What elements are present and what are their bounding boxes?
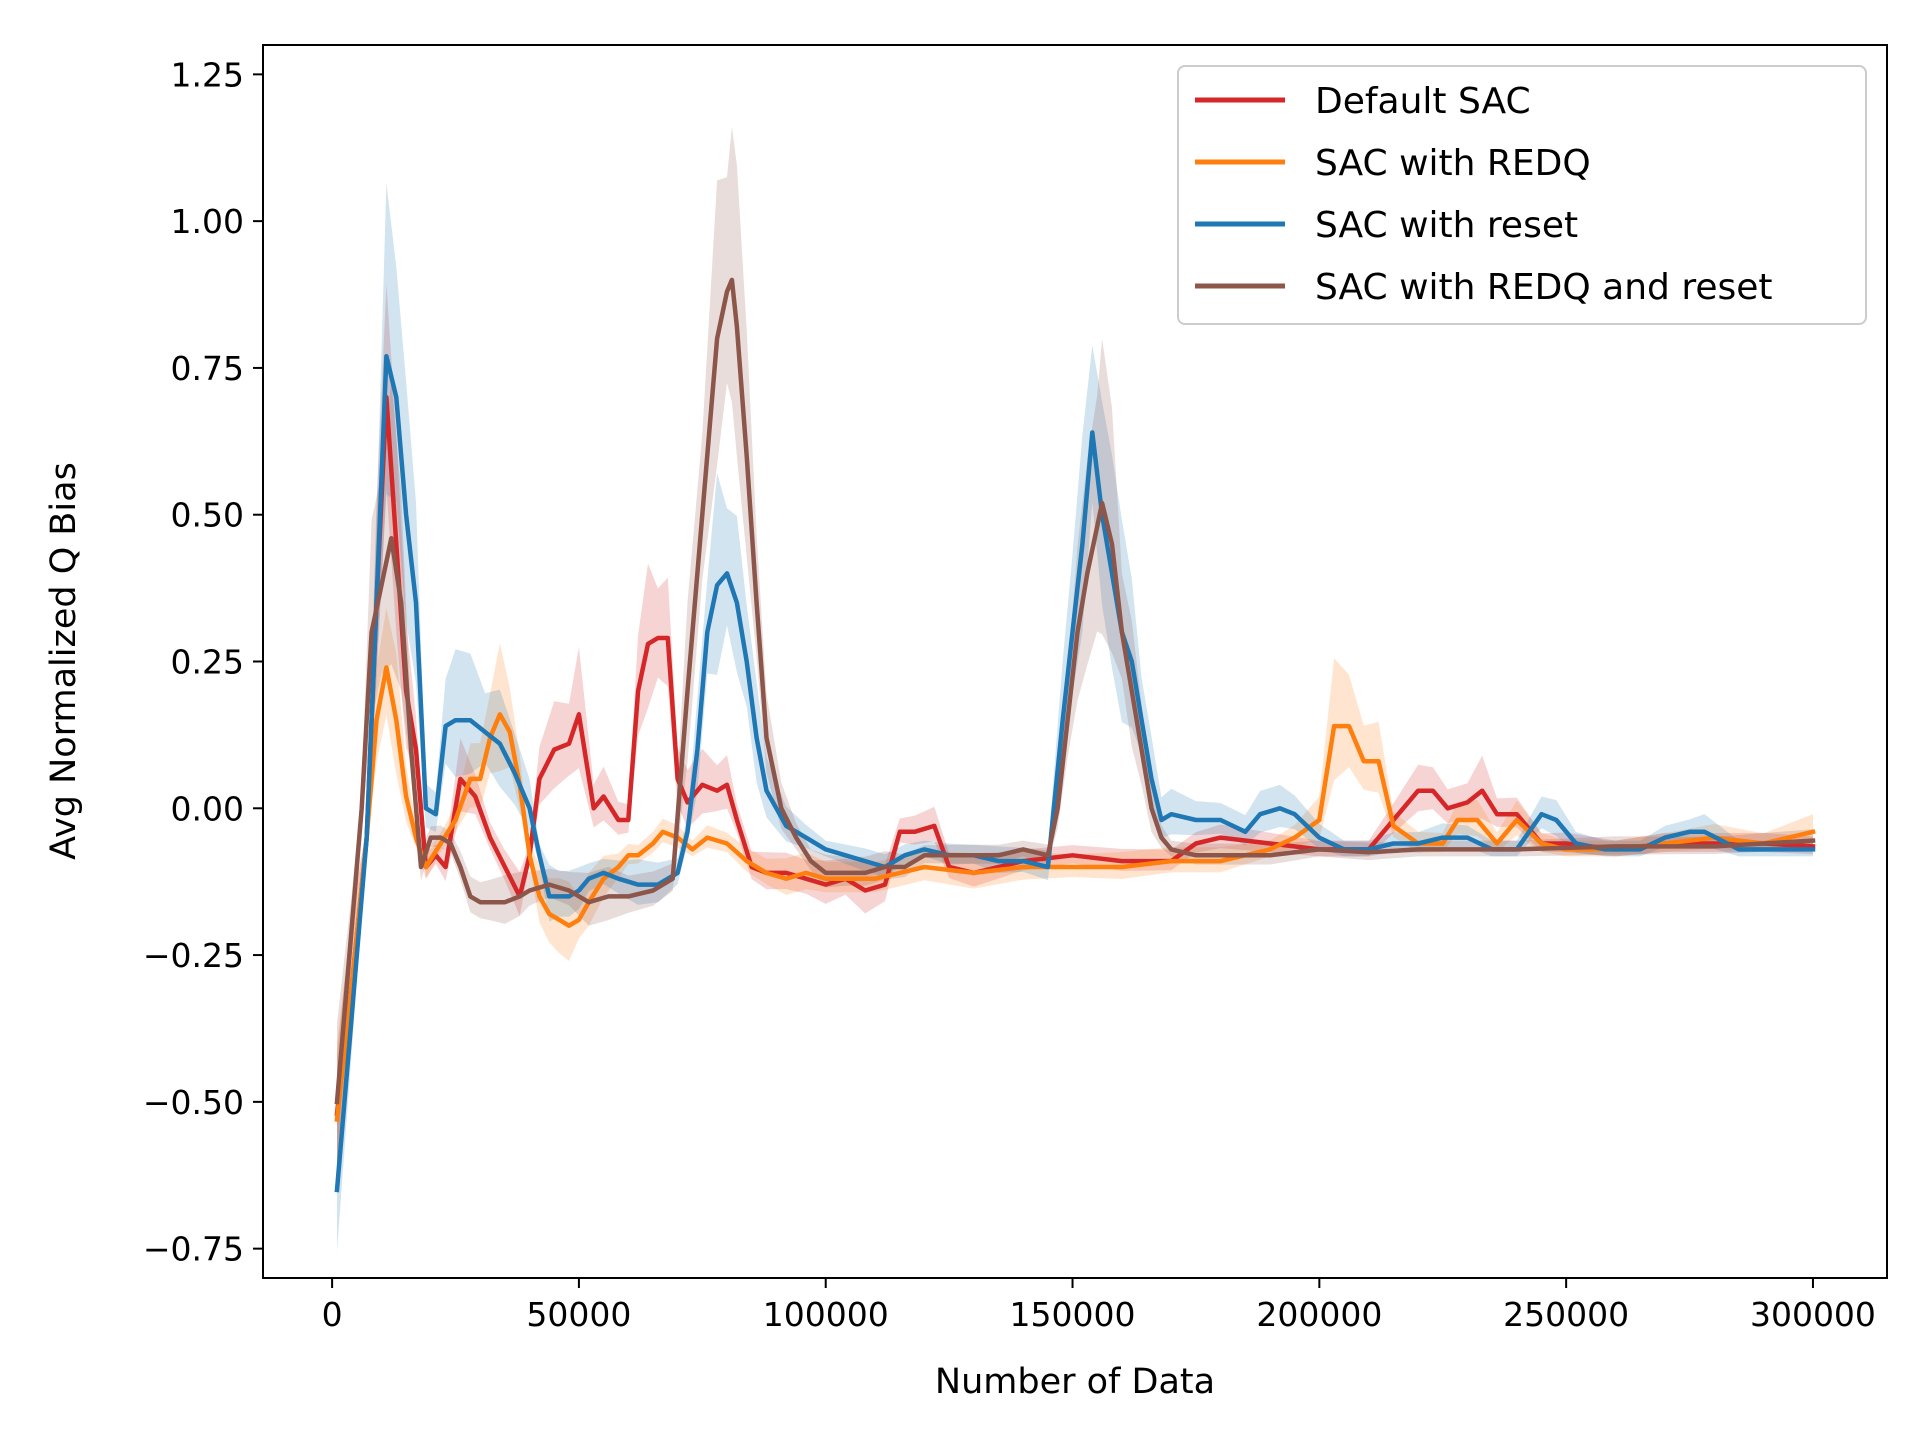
x-tick-label: 300000 — [1750, 1295, 1876, 1334]
x-tick-label: 250000 — [1503, 1295, 1629, 1334]
x-axis-ticks: 0 50000 100000 150000 200000 250000 300000 — [322, 1278, 1876, 1334]
series-line-sac-with-redq — [334, 665, 1816, 1122]
x-tick-label: 50000 — [526, 1295, 631, 1334]
y-axis-ticks: −0.75 −0.50 −0.25 0.00 0.25 0.50 0.75 1.00 1.25 — [143, 55, 263, 1269]
legend-label-sac-with-reset: SAC with reset — [1315, 205, 1578, 246]
y-tick-label: 0.00 — [171, 789, 244, 828]
legend-label-sac-with-redq-and-reset: SAC with REDQ and reset — [1315, 267, 1773, 308]
y-tick-label: 1.25 — [171, 55, 244, 94]
x-tick-label: 150000 — [1010, 1295, 1136, 1334]
x-axis-label: Number of Data — [935, 1362, 1215, 1402]
y-tick-label: 0.25 — [171, 643, 244, 682]
x-tick-label: 100000 — [763, 1295, 889, 1334]
x-tick-label: 0 — [322, 1295, 343, 1334]
legend-box — [1177, 65, 1867, 325]
y-tick-label: −0.25 — [143, 936, 244, 975]
legend-label-sac-with-redq: SAC with REDQ — [1315, 143, 1591, 184]
legend-items: Default SAC SAC with REDQ SAC with reset SA… — [1195, 81, 1773, 308]
series-lines — [334, 277, 1816, 1193]
legend-label-default-sac: Default SAC — [1315, 81, 1531, 122]
y-tick-label: 0.75 — [171, 349, 244, 388]
series-line-sac-with-reset — [334, 353, 1816, 1193]
y-tick-label: 0.50 — [171, 496, 244, 535]
series-line-sac-with-redq-and-reset — [334, 277, 1816, 1105]
y-axis-label: Avg Normalized Q Bias — [44, 462, 84, 860]
y-tick-label: 1.00 — [171, 202, 244, 241]
y-tick-label: −0.50 — [143, 1083, 244, 1122]
x-tick-label: 200000 — [1256, 1295, 1382, 1334]
legend: Default SAC SAC with REDQ SAC with reset SA… — [1177, 65, 1867, 325]
y-tick-label: −0.75 — [143, 1230, 244, 1269]
